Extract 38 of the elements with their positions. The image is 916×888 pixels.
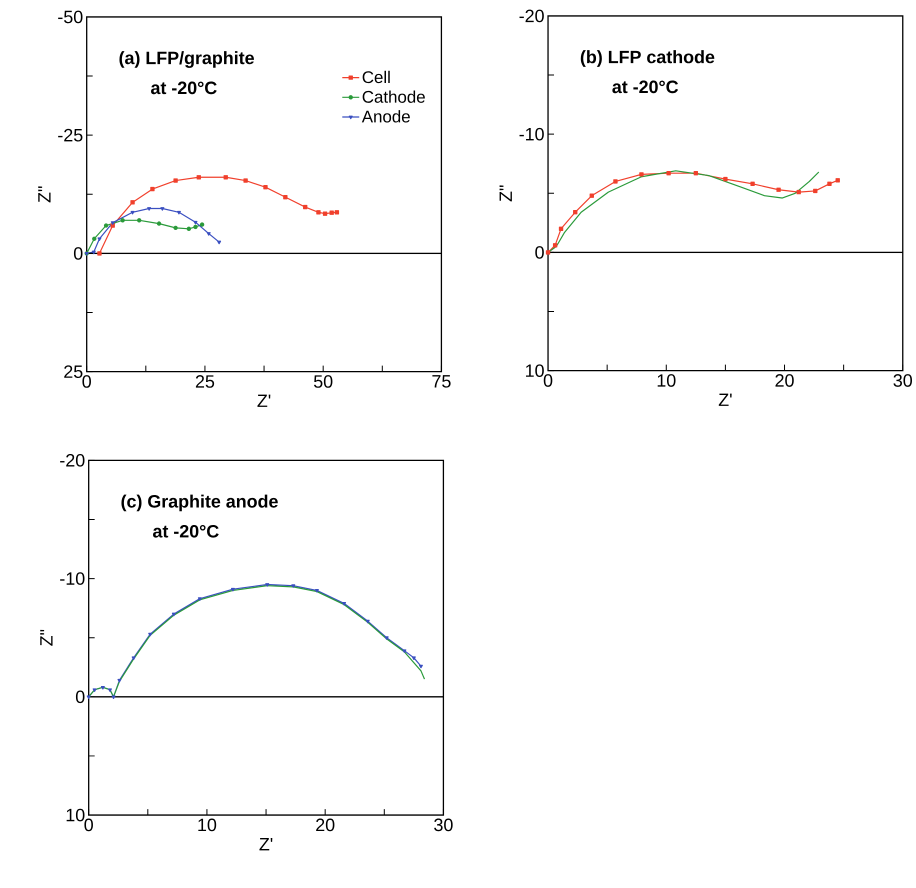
y-tick-label: -25 <box>58 128 82 142</box>
x-tick-label: 30 <box>434 818 453 832</box>
annotation: (c) Graphite anode <box>121 494 278 512</box>
y-tick-label: 10 <box>66 808 84 822</box>
annotation: at -20°C <box>153 525 219 538</box>
legend-label: Cathode <box>362 90 425 103</box>
x-tick-label: 0 <box>84 818 93 832</box>
annotation: at -20°C <box>151 82 217 94</box>
x-tick-label: 0 <box>544 374 552 387</box>
x-tick-label: 50 <box>314 375 332 388</box>
annotation: (b) LFP cathode <box>580 50 714 67</box>
y-tick-label: -10 <box>60 572 84 585</box>
y-axis-title: Z" <box>38 186 51 202</box>
y-tick-label: 0 <box>76 690 84 704</box>
x-axis-title: Z' <box>259 838 272 850</box>
x-tick-label: 10 <box>198 818 216 832</box>
legend-label: Anode <box>362 110 410 123</box>
x-tick-label: 10 <box>658 374 676 387</box>
x-tick-label: 20 <box>775 374 794 387</box>
x-axis-title: Z' <box>718 394 732 406</box>
y-tick-label: -10 <box>520 128 544 141</box>
annotation: at -20°C <box>612 80 678 94</box>
y-axis-title: Z" <box>40 630 53 646</box>
y-tick-label: 0 <box>74 247 82 260</box>
y-tick-label: -20 <box>60 454 84 467</box>
y-tick-label: -50 <box>58 10 82 24</box>
y-tick-label: -20 <box>520 10 544 22</box>
x-tick-label: 25 <box>196 375 214 388</box>
x-tick-label: 75 <box>432 375 451 388</box>
y-tick-label: 0 <box>535 246 544 259</box>
legend-label: Cell <box>362 70 390 84</box>
x-tick-label: 20 <box>316 818 334 832</box>
y-axis-title: Z" <box>500 186 512 202</box>
y-tick-label: 10 <box>526 364 544 378</box>
annotation: (a) LFP/graphite <box>119 51 254 68</box>
y-tick-label: 25 <box>64 365 82 378</box>
x-tick-label: 30 <box>894 374 912 387</box>
x-axis-title: Z' <box>257 394 270 408</box>
